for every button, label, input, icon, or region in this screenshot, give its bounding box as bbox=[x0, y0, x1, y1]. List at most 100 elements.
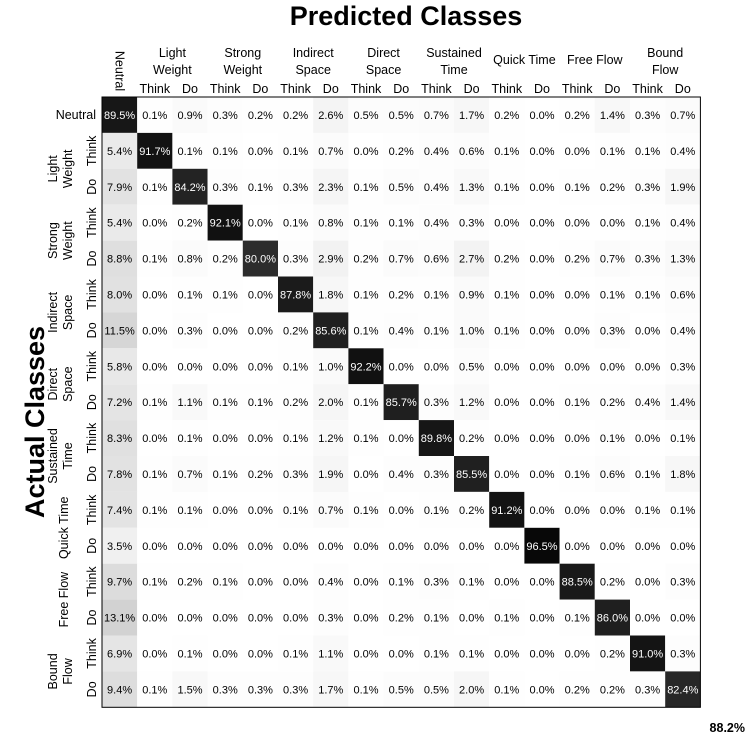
cell-value-label: 0.0% bbox=[248, 648, 273, 660]
matrix-cell: 0.1% bbox=[454, 563, 490, 600]
matrix-cell: 0.0% bbox=[137, 527, 173, 564]
cell-rect bbox=[278, 204, 314, 241]
matrix-cell: 0.2% bbox=[242, 456, 278, 492]
matrix-cell: 0.1% bbox=[172, 491, 208, 528]
cell-rect bbox=[559, 168, 595, 205]
cell-value-label: 0.0% bbox=[565, 218, 590, 230]
matrix-cell: 0.2% bbox=[172, 563, 208, 600]
cell-rect bbox=[172, 527, 208, 564]
cell-rect bbox=[383, 276, 419, 313]
matrix-cell: 0.3% bbox=[665, 563, 701, 600]
matrix-cell: 0.4% bbox=[418, 132, 454, 169]
matrix-cell: 0.3% bbox=[454, 204, 490, 241]
matrix-cell: 88.5% bbox=[559, 563, 595, 600]
matrix-cell: 0.2% bbox=[594, 384, 630, 421]
column-group-label: Free Flow bbox=[567, 53, 624, 67]
cell-value-label: 0.2% bbox=[565, 110, 590, 122]
cell-value-label: 0.1% bbox=[213, 469, 238, 481]
cell-value-label: 0.3% bbox=[600, 325, 625, 337]
matrix-cell: 0.0% bbox=[278, 599, 314, 636]
cell-rect bbox=[594, 420, 630, 456]
cell-value-label: 1.7% bbox=[459, 110, 484, 122]
matrix-cell: 0.1% bbox=[418, 599, 454, 636]
cell-value-label: 0.1% bbox=[142, 505, 167, 517]
cell-value-label: 0.3% bbox=[670, 577, 695, 589]
matrix-cell: 0.6% bbox=[454, 132, 490, 169]
cell-value-label: 0.0% bbox=[142, 613, 167, 625]
cell-value-label: 0.1% bbox=[424, 648, 449, 660]
cell-rect bbox=[489, 132, 525, 169]
cell-rect bbox=[418, 132, 454, 169]
cell-rect bbox=[383, 599, 419, 636]
cell-rect bbox=[630, 312, 666, 349]
cell-value-label: 7.9% bbox=[107, 182, 132, 194]
cell-value-label: 0.1% bbox=[283, 433, 308, 445]
matrix-cell: 0.1% bbox=[348, 384, 384, 421]
cell-value-label: 0.0% bbox=[565, 146, 590, 158]
matrix-cell: 0.0% bbox=[524, 563, 560, 600]
cell-rect bbox=[102, 168, 138, 205]
cell-value-label: 0.0% bbox=[424, 541, 449, 553]
cell-rect bbox=[524, 312, 560, 349]
matrix-cell: 0.0% bbox=[630, 312, 666, 349]
cell-value-label: 0.1% bbox=[635, 146, 660, 158]
cell-value-label: 0.0% bbox=[565, 325, 590, 337]
cell-rect bbox=[313, 491, 349, 528]
matrix-cell: 0.1% bbox=[172, 420, 208, 456]
cell-value-label: 0.0% bbox=[213, 613, 238, 625]
column-sub-label: Do bbox=[604, 82, 620, 96]
cell-value-label: 0.0% bbox=[142, 433, 167, 445]
cell-rect bbox=[383, 204, 419, 241]
cell-value-label: 85.5% bbox=[456, 469, 487, 481]
matrix-cell: 0.7% bbox=[313, 491, 349, 528]
cell-rect bbox=[172, 312, 208, 349]
cell-value-label: 1.4% bbox=[670, 397, 695, 409]
cell-rect bbox=[242, 491, 278, 528]
cell-rect bbox=[102, 97, 138, 133]
cell-rect bbox=[207, 348, 243, 385]
matrix-cell: 0.0% bbox=[418, 527, 454, 564]
cell-rect bbox=[559, 420, 595, 456]
matrix-cell: 0.0% bbox=[242, 312, 278, 349]
matrix-cell: 0.4% bbox=[665, 312, 701, 349]
column-group-label: Strong bbox=[224, 46, 261, 60]
cell-value-label: 0.0% bbox=[635, 433, 660, 445]
cell-value-label: 0.0% bbox=[494, 577, 519, 589]
cell-value-label: 2.6% bbox=[318, 110, 343, 122]
matrix-cell: 0.1% bbox=[489, 168, 525, 205]
cell-value-label: 2.9% bbox=[318, 254, 343, 266]
cell-value-label: 0.0% bbox=[142, 648, 167, 660]
cell-value-label: 0.0% bbox=[529, 577, 554, 589]
cell-rect bbox=[383, 491, 419, 528]
matrix-cell: 5.4% bbox=[102, 204, 138, 241]
cell-rect bbox=[489, 168, 525, 205]
matrix-cell: 0.1% bbox=[489, 599, 525, 636]
matrix-cell: 0.0% bbox=[524, 384, 560, 421]
cell-value-label: 0.0% bbox=[529, 146, 554, 158]
row-group-label: Light bbox=[46, 155, 60, 183]
cell-rect bbox=[348, 599, 384, 636]
cell-rect bbox=[665, 384, 701, 421]
chart-title: Predicted Classes bbox=[290, 1, 523, 31]
cell-value-label: 0.1% bbox=[177, 648, 202, 660]
matrix-cell: 0.3% bbox=[278, 168, 314, 205]
cell-value-label: 0.1% bbox=[248, 397, 273, 409]
cell-value-label: 0.6% bbox=[424, 254, 449, 266]
cell-rect bbox=[454, 456, 490, 492]
cell-value-label: 0.1% bbox=[424, 613, 449, 625]
matrix-cell: 0.1% bbox=[630, 491, 666, 528]
cell-value-label: 0.1% bbox=[494, 146, 519, 158]
matrix-cell: 0.1% bbox=[242, 384, 278, 421]
cell-value-label: 0.2% bbox=[494, 110, 519, 122]
cell-value-label: 0.5% bbox=[389, 110, 414, 122]
cell-rect bbox=[102, 276, 138, 313]
matrix-cell: 0.1% bbox=[594, 276, 630, 313]
cell-value-label: 0.2% bbox=[600, 648, 625, 660]
cell-rect bbox=[524, 204, 560, 241]
cell-value-label: 0.3% bbox=[213, 684, 238, 696]
cell-value-label: 0.0% bbox=[389, 361, 414, 373]
cell-rect bbox=[348, 384, 384, 421]
cell-rect bbox=[383, 168, 419, 205]
cell-rect bbox=[489, 599, 525, 636]
cell-rect bbox=[172, 671, 208, 708]
